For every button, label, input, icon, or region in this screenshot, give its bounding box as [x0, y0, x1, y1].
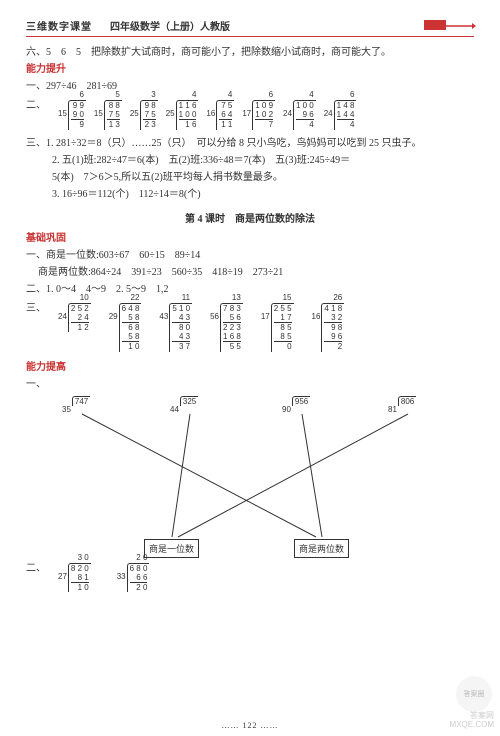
long-division: 16264 1 83 29 89 62 — [312, 303, 345, 352]
ability-heading-2: 能力提高 — [26, 360, 474, 375]
long-division: 332 06 8 06 62 0 — [117, 563, 150, 593]
basis-heading: 基础巩固 — [26, 231, 474, 246]
long-division-row-1: 1569 99 09 1558 87 51 3 2539 87 52 3 2541 1… — [58, 100, 356, 130]
header-sub: 四年级数学（上册）人教版 — [110, 18, 230, 33]
long-division: 56137 8 35 62 2 31 6 85 5 — [210, 303, 243, 352]
section4-title: 第 4 课时 商是两位数的除法 — [26, 210, 474, 225]
cross-label: 一、 — [26, 377, 474, 392]
result-two-digit: 商是两位数 — [294, 539, 349, 558]
long-division: 2441 0 09 64 — [283, 100, 316, 130]
long-division: 81806 — [388, 396, 416, 414]
crossing-diagram: 35747 44325 90956 81806 商是一位数 商是两位数 — [26, 394, 474, 559]
watermark: 答案网 MXQE.COM — [450, 712, 494, 730]
long-division: 35747 — [62, 396, 90, 414]
long-division: 24102 5 22 41 2 — [58, 303, 91, 352]
three-1: 三、1. 281÷32＝8（只）……25（只） 可以分给 8 只小鸟吃，鸟妈妈可… — [26, 136, 474, 151]
long-division: 1761 0 91 0 27 — [242, 100, 275, 130]
long-division-row-2: 24102 5 22 41 2 29226 4 85 86 85 81 0 4311… — [58, 303, 344, 352]
long-division: 2461 4 81 4 44 — [324, 100, 357, 130]
result-one-digit: 商是一位数 — [144, 539, 199, 558]
ability1-line1: 一、297÷46 281÷69 — [26, 79, 474, 94]
long-division: 2541 1 61 0 01 6 — [166, 100, 199, 130]
page-number: …… 122 …… — [0, 721, 500, 730]
ability-heading-1: 能力提升 — [26, 62, 474, 77]
header-title: 三维数字课堂 — [26, 18, 92, 33]
three-2b: 5(本) 7＞6＞5,所以五(2)班平均每人捐书数量最多。 — [26, 170, 474, 185]
long-division: 1569 99 09 — [58, 100, 86, 130]
line-six: 六、5 6 5 把除数扩大试商时，商可能小了，把除数缩小试商时，商可能大了。 — [26, 45, 474, 60]
watermark-badge: 答案圈 — [456, 676, 492, 712]
long-division: 17152 5 51 78 58 50 — [261, 303, 294, 352]
long-division: 1647 56 41 1 — [206, 100, 234, 130]
basis-2: 二、1. 0～4 4～9 2. 5～9 1,2 — [26, 282, 474, 297]
long-division: 29226 4 85 86 85 81 0 — [109, 303, 142, 352]
header-flag-icon — [424, 20, 474, 32]
long-division: 1558 87 51 3 — [94, 100, 122, 130]
long-division: 43115 1 04 38 04 33 7 — [159, 303, 192, 352]
watermark-l2: MXQE.COM — [450, 721, 494, 730]
long-division: 273 08 2 08 11 0 — [58, 563, 91, 593]
long-division: 44325 — [170, 396, 198, 414]
long-division: 2539 87 52 3 — [130, 100, 158, 130]
long-division-row-3: 273 08 2 08 11 0 332 06 8 06 62 0 — [58, 563, 149, 593]
bottom-two: 二、 — [26, 559, 46, 574]
page-header: 三维数字课堂 四年级数学（上册）人教版 — [26, 18, 474, 37]
long-division: 90956 — [282, 396, 310, 414]
three-3: 3. 16÷96＝112(个) 112÷14＝8(个) — [26, 187, 474, 202]
three-2a: 2. 五(1)班:282÷47＝6(本) 五(2)班:336÷48＝7(本) 五… — [26, 153, 474, 168]
basis-1b: 商是两位数:864÷24 391÷23 560÷35 418÷19 273÷21 — [26, 265, 474, 280]
basis-1a: 一、商是一位数:603÷67 60÷15 89÷14 — [26, 248, 474, 263]
